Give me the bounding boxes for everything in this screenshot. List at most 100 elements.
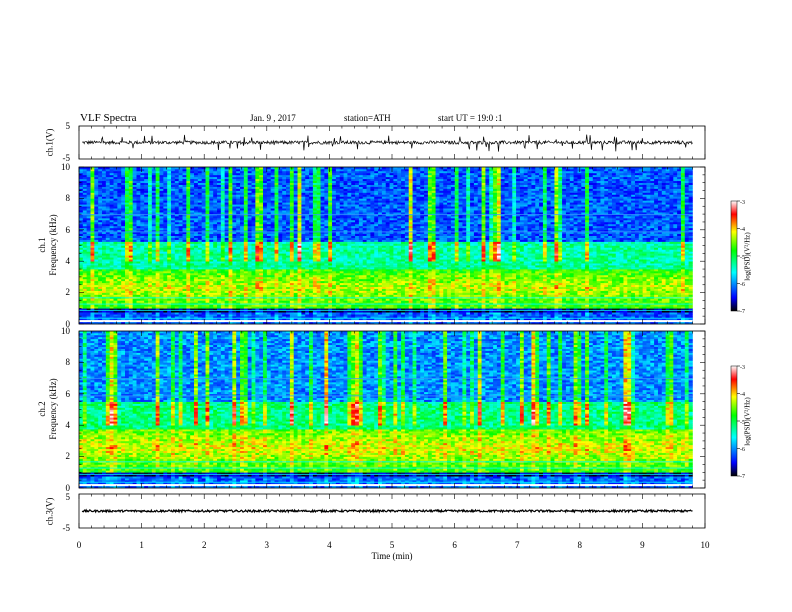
- heatmap-cell: [106, 257, 110, 259]
- heatmap-cell: [94, 218, 98, 220]
- heatmap-cell: [267, 194, 271, 196]
- heatmap-cell: [133, 240, 137, 242]
- heatmap-cell: [240, 277, 244, 279]
- heatmap-cell: [244, 226, 248, 228]
- heatmap-cell: [121, 224, 125, 226]
- heatmap-cell: [179, 185, 183, 187]
- heatmap-cell: [133, 257, 137, 259]
- heatmap-cell: [83, 222, 87, 224]
- heatmap-cell: [110, 196, 114, 198]
- heatmap-cell: [167, 234, 171, 236]
- heatmap-cell: [183, 265, 187, 267]
- heatmap-cell: [248, 285, 252, 287]
- heatmap-cell: [121, 220, 125, 222]
- heatmap-cell: [129, 224, 133, 226]
- heatmap-cell: [290, 295, 294, 297]
- heatmap-cell: [179, 306, 183, 308]
- heatmap-cell: [175, 263, 179, 265]
- heatmap-cell: [236, 261, 240, 263]
- heatmap-cell: [163, 175, 167, 177]
- heatmap-cell: [167, 281, 171, 283]
- heatmap-cell: [206, 289, 210, 291]
- heatmap-cell: [121, 185, 125, 187]
- heatmap-cell: [252, 193, 256, 195]
- heatmap-cell: [244, 218, 248, 220]
- heatmap-cell: [190, 244, 194, 246]
- heatmap-cell: [236, 179, 240, 181]
- heatmap-cell: [175, 300, 179, 302]
- heatmap-cell: [290, 198, 294, 200]
- heatmap-cell: [267, 255, 271, 257]
- heatmap-cell: [240, 261, 244, 263]
- heatmap-cell: [171, 179, 175, 181]
- heatmap-cell: [236, 312, 240, 314]
- heatmap-cell: [244, 300, 248, 302]
- heatmap-cell: [202, 216, 206, 218]
- heatmap-cell: [171, 171, 175, 173]
- heatmap-cell: [91, 191, 95, 193]
- heatmap-cell: [179, 177, 183, 179]
- heatmap-cell: [194, 191, 198, 193]
- heatmap-cell: [221, 222, 225, 224]
- heatmap-cell: [309, 206, 313, 208]
- heatmap-cell: [278, 179, 282, 181]
- heatmap-cell: [79, 279, 83, 281]
- heatmap-cell: [263, 204, 267, 206]
- heatmap-cell: [156, 187, 160, 189]
- heatmap-cell: [255, 171, 259, 173]
- heatmap-cell: [140, 255, 144, 257]
- heatmap-cell: [305, 220, 309, 222]
- heatmap-cell: [190, 204, 194, 206]
- heatmap-cell: [83, 210, 87, 212]
- heatmap-cell: [313, 257, 317, 259]
- heatmap-cell: [209, 220, 213, 222]
- heatmap-cell: [171, 196, 175, 198]
- heatmap-cell: [175, 171, 179, 173]
- heatmap-cell: [282, 295, 286, 297]
- heatmap-cell: [209, 191, 213, 193]
- heatmap-cell: [240, 196, 244, 198]
- heatmap-cell: [160, 200, 164, 202]
- heatmap-cell: [209, 283, 213, 285]
- heatmap-cell: [198, 236, 202, 238]
- heatmap-cell: [83, 261, 87, 263]
- heatmap-cell: [194, 189, 198, 191]
- heatmap-cell: [133, 222, 137, 224]
- heatmap-cell: [117, 185, 121, 187]
- heatmap-cell: [225, 200, 229, 202]
- heatmap-cell: [225, 206, 229, 208]
- heatmap-cell: [263, 251, 267, 253]
- heatmap-cell: [133, 210, 137, 212]
- heatmap-cell: [255, 267, 259, 269]
- heatmap-cell: [286, 173, 290, 175]
- heatmap-cell: [129, 273, 133, 275]
- heatmap-cell: [294, 220, 298, 222]
- heatmap-cell: [148, 191, 152, 193]
- heatmap-cell: [244, 185, 248, 187]
- heatmap-cell: [217, 177, 221, 179]
- heatmap-cell: [140, 206, 144, 208]
- heatmap-cell: [305, 300, 309, 302]
- heatmap-cell: [298, 255, 302, 257]
- heatmap-cell: [125, 247, 129, 249]
- heatmap-cell: [275, 255, 279, 257]
- heatmap-cell: [171, 175, 175, 177]
- heatmap-cell: [263, 285, 267, 287]
- heatmap-cell: [167, 236, 171, 238]
- heatmap-cell: [206, 236, 210, 238]
- heatmap-cell: [98, 285, 102, 287]
- heatmap-cell: [236, 193, 240, 195]
- heatmap-cell: [140, 295, 144, 297]
- heatmap-cell: [117, 204, 121, 206]
- heatmap-cell: [255, 253, 259, 255]
- heatmap-cell: [160, 181, 164, 183]
- heatmap-cell: [217, 198, 221, 200]
- heatmap-cell: [175, 259, 179, 261]
- heatmap-cell: [225, 220, 229, 222]
- heatmap-cell: [144, 196, 148, 198]
- heatmap-cell: [156, 198, 160, 200]
- heatmap-cell: [209, 234, 213, 236]
- heatmap-cell: [110, 183, 114, 185]
- heatmap-cell: [301, 210, 305, 212]
- heatmap-cell: [160, 204, 164, 206]
